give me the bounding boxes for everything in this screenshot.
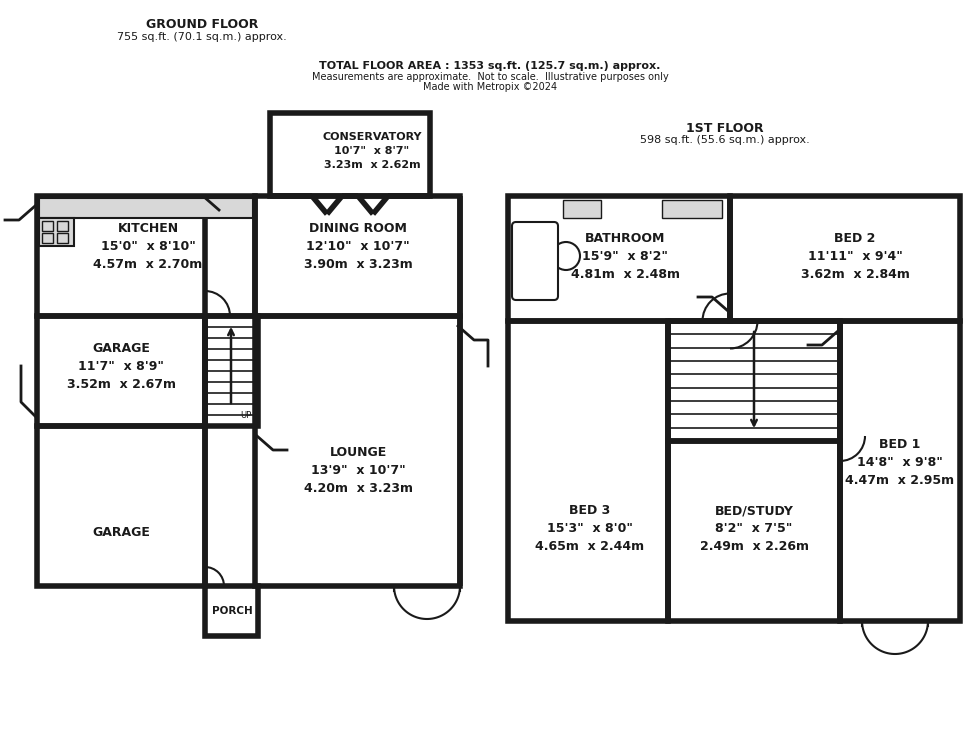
Text: BED/STUDY
8'2"  x 7'5"
2.49m  x 2.26m: BED/STUDY 8'2" x 7'5" 2.49m x 2.26m	[700, 505, 808, 553]
FancyBboxPatch shape	[512, 222, 558, 300]
Bar	[668, 441, 840, 621]
Text: 755 sq.ft. (70.1 sq.m.) approx.: 755 sq.ft. (70.1 sq.m.) approx.	[118, 32, 287, 42]
Text: Measurements are approximate.  Not to scale.  Illustrative purposes only: Measurements are approximate. Not to sca…	[312, 72, 668, 82]
Bar	[42, 233, 53, 243]
Bar	[662, 200, 722, 218]
Bar	[57, 233, 68, 243]
Text: TOTAL FLOOR AREA : 1353 sq.ft. (125.7 sq.m.) approx.: TOTAL FLOOR AREA : 1353 sq.ft. (125.7 sq…	[319, 61, 661, 71]
Bar	[205, 586, 258, 636]
Text: BED 3
15'3"  x 8'0"
4.65m  x 2.44m: BED 3 15'3" x 8'0" 4.65m x 2.44m	[535, 505, 645, 553]
Text: BED 2
11'11"  x 9'4"
3.62m  x 2.84m: BED 2 11'11" x 9'4" 3.62m x 2.84m	[801, 231, 909, 281]
Text: 598 sq.ft. (55.6 sq.m.) approx.: 598 sq.ft. (55.6 sq.m.) approx.	[640, 135, 809, 145]
Bar	[39, 218, 74, 246]
Text: GARAGE: GARAGE	[92, 526, 150, 539]
Bar	[255, 196, 460, 316]
Bar	[37, 196, 255, 316]
Text: LOUNGE
13'9"  x 10'7"
4.20m  x 3.23m: LOUNGE 13'9" x 10'7" 4.20m x 3.23m	[304, 447, 413, 496]
Text: UP: UP	[240, 411, 251, 420]
Bar	[563, 200, 601, 218]
Bar	[840, 321, 960, 621]
Bar	[255, 316, 460, 586]
Text: DINING ROOM
12'10"  x 10'7"
3.90m  x 3.23m: DINING ROOM 12'10" x 10'7" 3.90m x 3.23m	[304, 222, 413, 270]
Text: KITCHEN
15'0"  x 8'10"
4.57m  x 2.70m: KITCHEN 15'0" x 8'10" 4.57m x 2.70m	[93, 222, 203, 270]
Bar	[39, 198, 253, 218]
Text: GROUND FLOOR: GROUND FLOOR	[146, 19, 258, 32]
Text: GARAGE
11'7"  x 8'9"
3.52m  x 2.67m: GARAGE 11'7" x 8'9" 3.52m x 2.67m	[67, 342, 175, 391]
Text: Made with Metropix ©2024: Made with Metropix ©2024	[423, 82, 557, 92]
Bar	[508, 321, 668, 621]
Bar	[730, 196, 960, 321]
Text: BATHROOM
15'9"  x 8'2"
4.81m  x 2.48m: BATHROOM 15'9" x 8'2" 4.81m x 2.48m	[570, 231, 679, 281]
Text: CONSERVATORY
10'7"  x 8'7"
3.23m  x 2.62m: CONSERVATORY 10'7" x 8'7" 3.23m x 2.62m	[322, 132, 421, 170]
Text: PORCH: PORCH	[212, 606, 253, 616]
Bar	[57, 221, 68, 231]
Text: BED 1
14'8"  x 9'8"
4.47m  x 2.95m: BED 1 14'8" x 9'8" 4.47m x 2.95m	[846, 439, 955, 487]
Bar	[205, 316, 258, 426]
Bar	[42, 221, 53, 231]
Text: 1ST FLOOR: 1ST FLOOR	[686, 122, 763, 134]
Bar	[668, 321, 840, 441]
Bar	[270, 113, 430, 196]
Bar	[508, 196, 730, 321]
Bar	[37, 316, 205, 426]
Bar	[37, 426, 205, 586]
